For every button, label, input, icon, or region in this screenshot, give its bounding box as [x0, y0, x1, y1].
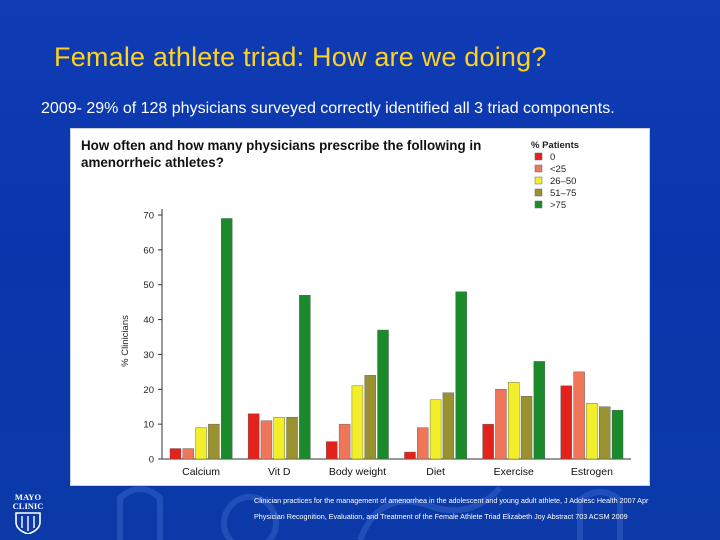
bar-25-diet — [417, 427, 429, 460]
bar-2650-vit-d — [273, 416, 285, 460]
bar-0-diet — [404, 451, 416, 460]
bar-5175-calcium — [208, 423, 220, 460]
legend-swatch — [534, 152, 543, 161]
bar-2650-calcium — [195, 427, 207, 460]
y-tick-label: 70 — [143, 211, 154, 222]
bar-5175-estrogen — [599, 406, 611, 460]
logo-text-bottom: CLINIC — [13, 501, 44, 511]
legend-swatch — [534, 164, 543, 173]
chart-title-line1: How often and how many physicians prescr… — [81, 138, 481, 153]
bar-0-vit-d — [247, 413, 260, 460]
bar-5175-vit-d — [286, 416, 298, 460]
y-tick-label: 50 — [143, 280, 154, 291]
y-tick-label: 30 — [143, 350, 154, 361]
y-tick-label: 40 — [143, 315, 154, 326]
bar-25-estrogen — [573, 371, 585, 460]
bar-75-calcium — [220, 218, 233, 460]
bar-chart: How often and how many physicians prescr… — [81, 138, 631, 478]
chart-bars: Calcium Vit D Body weight Diet Exercise Estro… — [169, 218, 624, 478]
citation-line2: Physician Recognition, Evaluation, and T… — [254, 512, 628, 521]
x-category-label: Diet — [426, 466, 445, 478]
legend-label: 51–75 — [550, 188, 576, 199]
shield-icon — [15, 512, 41, 534]
bar-75-exercise — [533, 361, 546, 460]
bar-2650-exercise — [508, 382, 520, 460]
legend-swatch — [534, 176, 543, 185]
x-category-label: Estrogen — [571, 466, 613, 478]
bar-25-exercise — [495, 389, 507, 460]
bar-2650-diet — [429, 399, 442, 460]
bar-25-calcium — [182, 448, 194, 460]
x-category-label: Body weight — [329, 466, 386, 478]
legend-swatch — [534, 200, 543, 209]
slide-subtitle: 2009- 29% of 128 physicians surveyed cor… — [41, 100, 615, 117]
bar-25-vit-d — [260, 420, 273, 460]
y-axis-label: % Clinicians — [120, 315, 131, 367]
background-watermark — [117, 485, 623, 540]
x-category-label: Vit D — [268, 466, 291, 478]
y-tick-label: 10 — [143, 420, 154, 431]
logo-text-top: MAYO — [15, 492, 42, 502]
y-tick-label: 0 — [149, 455, 154, 466]
legend-label: 0 — [550, 152, 555, 163]
y-tick-label: 20 — [143, 385, 154, 396]
chart-title-line2: amenorrheic athletes? — [81, 155, 224, 170]
legend-label: 26–50 — [550, 176, 576, 187]
legend-swatch — [534, 188, 543, 197]
bar-0-calcium — [169, 448, 182, 460]
legend-label: >75 — [550, 200, 566, 211]
bar-0-exercise — [482, 423, 494, 460]
bar-2650-body-weight — [351, 385, 364, 460]
bar-75-body-weight — [377, 329, 389, 460]
x-category-label: Calcium — [182, 466, 220, 478]
bar-5175-exercise — [520, 396, 533, 460]
y-tick-label: 60 — [143, 245, 154, 256]
legend-label: <25 — [550, 164, 566, 175]
x-category-label: Exercise — [494, 466, 534, 478]
bar-75-diet — [455, 291, 467, 460]
bar-5175-diet — [442, 392, 455, 460]
citation: Clinician practices for the management o… — [254, 493, 714, 525]
chart-panel: How often and how many physicians prescr… — [70, 128, 650, 486]
bar-0-estrogen — [560, 385, 573, 460]
bar-75-vit-d — [299, 294, 311, 460]
bar-25-body-weight — [338, 423, 351, 460]
bar-0-body-weight — [326, 441, 338, 460]
slide-title: Female athlete triad: How are we doing? — [54, 42, 547, 72]
bar-75-estrogen — [611, 410, 624, 460]
bar-2650-estrogen — [586, 403, 598, 460]
bar-5175-body-weight — [364, 375, 376, 460]
legend-title: % Patients — [531, 140, 579, 151]
citation-line1: Clinician practices for the management o… — [254, 496, 649, 505]
mayo-clinic-logo: MAYO CLINIC — [13, 492, 44, 534]
chart-axes: 0 10 20 30 40 50 60 70 — [143, 209, 631, 466]
